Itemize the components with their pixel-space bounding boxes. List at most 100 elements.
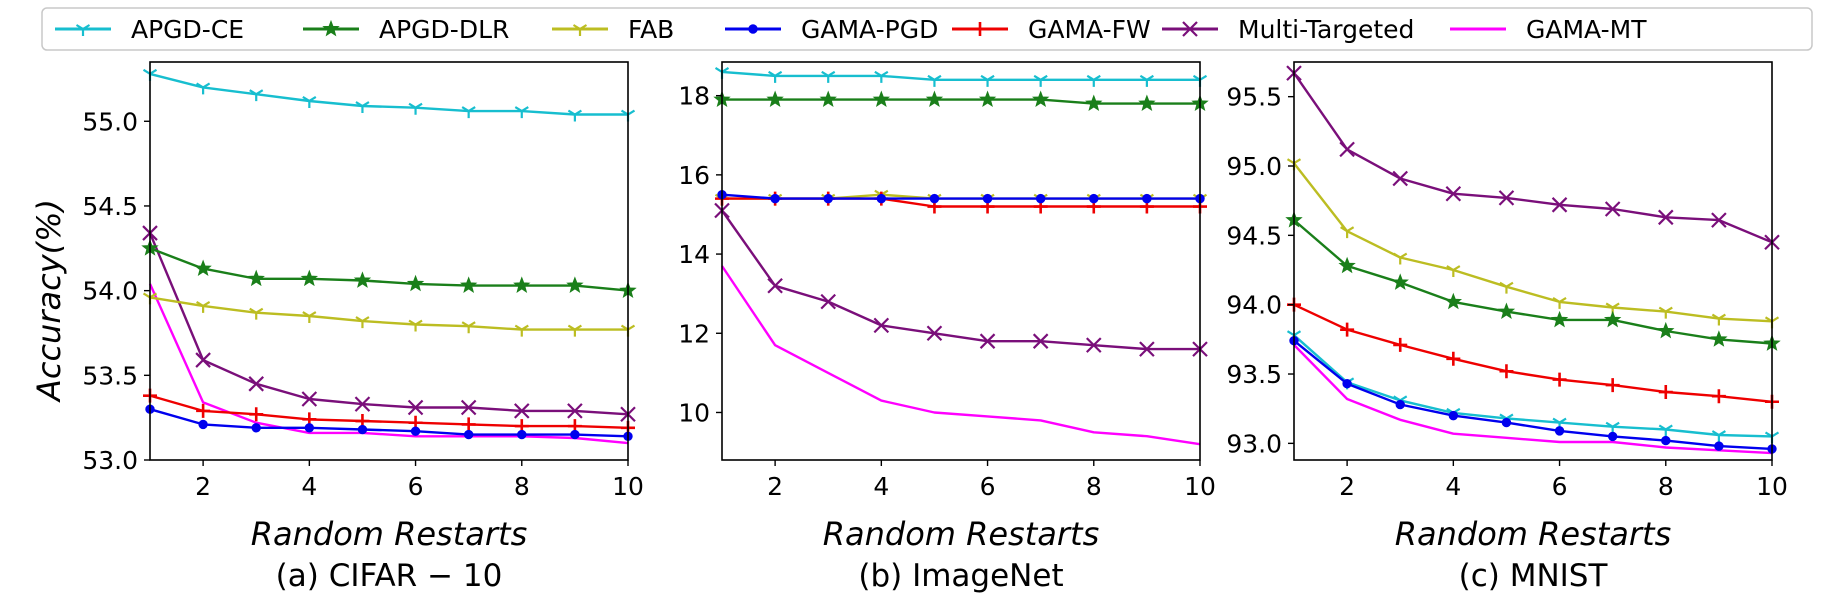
series-multi-targeted (1286, 65, 1780, 251)
series-line-gama-fw (1293, 303, 1773, 403)
y-tick-label: 95.5 (1226, 83, 1282, 112)
data-point-multi-targeted (820, 293, 836, 310)
series-apgd-ce (142, 68, 636, 122)
data-point-apgd-dlr (300, 269, 319, 287)
series-line-gama-mt (721, 265, 1201, 446)
series-apgd-ce (714, 66, 1208, 87)
data-point-fab (567, 324, 582, 337)
data-point-apgd-dlr (459, 276, 478, 293)
x-axis-label: Random Restarts (251, 515, 527, 553)
data-point-apgd-ce (355, 101, 370, 114)
legend-frame (41, 7, 1813, 51)
data-point-apgd-dlr (1550, 310, 1569, 328)
data-point-apgd-dlr (872, 90, 891, 107)
data-point-gama-pgd (410, 426, 421, 436)
data-point-gama-pgd (929, 193, 940, 204)
series-line-apgd-ce (1293, 334, 1773, 438)
data-point-apgd-ce (408, 102, 423, 115)
x-axis-label: Random Restarts (823, 515, 1099, 553)
legend-multi-targeted-label: Multi-Targeted (1238, 15, 1414, 44)
data-point-gama-pgd (982, 193, 993, 204)
series-apgd-dlr (713, 90, 1209, 111)
data-point-fab (302, 311, 317, 324)
y-tick-label: 16 (678, 161, 710, 190)
data-point-apgd-ce (461, 106, 476, 119)
x-tick-label: 6 (980, 472, 996, 501)
data-point-multi-targeted (1032, 333, 1049, 349)
data-point-gama-pgd (1395, 399, 1405, 410)
data-point-apgd-ce (1033, 74, 1048, 87)
data-point-gama-pgd (1661, 435, 1671, 446)
legend-gama-fw-label: GAMA-FW (1028, 15, 1151, 44)
legend-gama-mt-label: GAMA-MT (1526, 15, 1647, 44)
series-line-gama-fw (149, 394, 629, 429)
data-point-gama-pgd (463, 429, 474, 440)
data-point-apgd-ce (1658, 424, 1673, 437)
data-point-gama-pgd (823, 193, 833, 204)
data-point-fab (1393, 252, 1408, 265)
data-point-gama-pgd (770, 193, 780, 204)
data-point-apgd-dlr (1138, 94, 1156, 111)
legend-apgd-dlr-marker (322, 19, 340, 37)
x-tick-label: 10 (1184, 472, 1216, 501)
y-axis-label: Accuracy(%) (30, 199, 68, 403)
data-point-apgd-dlr (247, 269, 265, 287)
data-point-gama-pgd (876, 193, 887, 204)
data-point-apgd-dlr (1031, 90, 1050, 107)
series-apgd-dlr (141, 239, 637, 299)
data-point-fab (196, 300, 211, 313)
legend-multi-targeted-marker (1182, 21, 1198, 37)
data-point-apgd-ce (196, 82, 211, 95)
data-point-gama-pgd (1142, 193, 1152, 204)
data-point-apgd-ce (514, 106, 529, 119)
data-point-gama-pgd (1089, 193, 1099, 204)
data-point-apgd-dlr (1391, 273, 1409, 290)
x-tick-label: 8 (514, 472, 530, 501)
data-point-apgd-dlr (513, 276, 531, 293)
x-tick-label: 4 (1445, 472, 1461, 501)
data-point-apgd-ce (1139, 74, 1154, 87)
data-point-fab (249, 307, 264, 320)
data-point-fab (408, 319, 423, 332)
data-point-apgd-ce (567, 109, 582, 122)
x-tick-label: 6 (408, 472, 424, 501)
data-point-multi-targeted (979, 333, 996, 349)
series-gama-pgd (145, 404, 633, 441)
data-point-gama-fw (461, 417, 476, 432)
data-point-multi-targeted (767, 277, 783, 294)
series-line-apgd-dlr (722, 98, 1200, 105)
data-point-gama-pgd (1448, 410, 1459, 421)
data-point-apgd-ce (1086, 74, 1101, 87)
data-point-gama-fw (1340, 322, 1355, 337)
data-point-gama-fw (1499, 364, 1514, 379)
data-point-multi-targeted (1498, 190, 1515, 206)
y-tick-label: 94.5 (1226, 221, 1282, 250)
data-point-fab (1446, 265, 1461, 278)
series-gama-fw (715, 191, 1207, 214)
data-point-apgd-dlr (1085, 94, 1103, 111)
data-point-apgd-dlr (1603, 310, 1622, 328)
data-point-multi-targeted (1086, 337, 1102, 353)
y-tick-label: 54.0 (82, 277, 138, 306)
y-tick-label: 10 (678, 398, 710, 427)
panel-caption: (c) MNIST (1459, 558, 1609, 594)
data-point-fab (461, 321, 476, 334)
data-point-multi-targeted (1658, 209, 1674, 226)
data-point-multi-targeted (1551, 197, 1568, 213)
data-point-gama-fw (196, 403, 211, 418)
x-tick-label: 4 (873, 472, 889, 501)
panel-1: 2 4 6 8 10 53.0 53.5 54.0 54.5 55.0 Random Restart… (82, 61, 644, 594)
data-point-apgd-dlr (1710, 330, 1728, 347)
panel-2: 2 4 6 8 10 10 12 14 16 18 Random Restarts (b) Image… (678, 61, 1216, 594)
data-point-apgd-dlr (353, 271, 372, 288)
legend-apgd-ce-marker (75, 24, 91, 36)
data-point-fab (355, 316, 370, 329)
data-point-multi-targeted (301, 391, 318, 407)
series-fab (142, 292, 636, 337)
y-tick-label: 18 (678, 82, 710, 111)
data-point-apgd-ce (302, 96, 317, 108)
data-point-apgd-ce (249, 89, 264, 102)
series-multi-targeted (142, 225, 636, 423)
x-tick-label: 10 (1756, 472, 1788, 501)
